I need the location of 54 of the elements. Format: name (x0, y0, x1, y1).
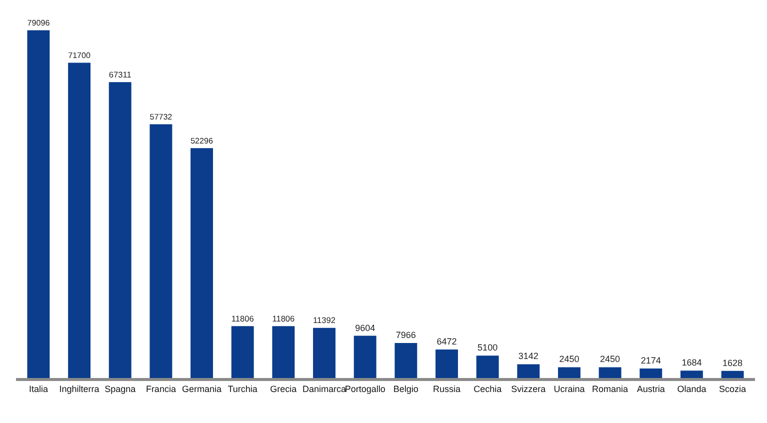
x-tick-label: Italia (28, 384, 48, 394)
data-label: 5100 (478, 342, 498, 353)
x-tick-label: Danimarca (302, 384, 346, 394)
bar (598, 367, 622, 378)
data-label: 2174 (640, 355, 661, 366)
bar (150, 124, 172, 378)
x-tick-label: Ucraina (554, 384, 585, 394)
x-tick-label: Svizzera (511, 384, 546, 394)
x-tick-label: Spagna (104, 384, 136, 394)
data-label: 67311 (108, 69, 132, 80)
bar (313, 328, 336, 378)
data-label: 1684 (682, 358, 702, 368)
bar (680, 370, 703, 378)
data-label: 1628 (722, 358, 743, 368)
data-label: 71700 (68, 51, 92, 60)
bar (190, 148, 213, 378)
data-label: 3142 (518, 351, 538, 362)
x-tick-label: Romania (592, 384, 628, 394)
bar (68, 62, 91, 378)
x-tick-label: Germania (182, 384, 222, 394)
bar (476, 356, 499, 378)
x-tick-label: Grecia (270, 384, 297, 394)
data-label: 11806 (272, 313, 296, 324)
data-label: 9604 (355, 322, 376, 333)
x-tick-label: Austria (636, 384, 665, 394)
x-tick-label: Inghilterra (59, 384, 100, 394)
data-label: 11806 (231, 313, 254, 324)
data-label: 7966 (396, 330, 416, 340)
data-label: 57732 (150, 112, 173, 122)
bar (394, 342, 418, 378)
x-tick-label: Belgio (393, 384, 418, 394)
x-tick-label: Turchia (228, 384, 258, 394)
data-label: 6472 (436, 336, 457, 347)
x-tick-label: Russia (432, 384, 460, 394)
bar (354, 336, 376, 378)
bar (640, 368, 662, 378)
bar (721, 370, 744, 378)
data-label: 2450 (600, 354, 620, 364)
data-label: 52296 (190, 136, 214, 146)
bar (436, 350, 458, 378)
x-tick-label: Olanda (677, 384, 706, 394)
data-label: 2450 (559, 354, 580, 364)
x-tick-label: Cechia (474, 384, 502, 394)
x-tick-label: Scozia (719, 384, 746, 394)
data-label: 79096 (27, 18, 50, 28)
bar (231, 326, 254, 378)
x-tick-label: Francia (146, 384, 176, 394)
bar (27, 30, 50, 378)
bar (108, 82, 132, 378)
data-label: 11392 (313, 315, 336, 326)
x-tick-label: Portogallo (344, 384, 386, 394)
bar (517, 364, 540, 378)
bar (558, 367, 580, 378)
bar (272, 326, 295, 378)
